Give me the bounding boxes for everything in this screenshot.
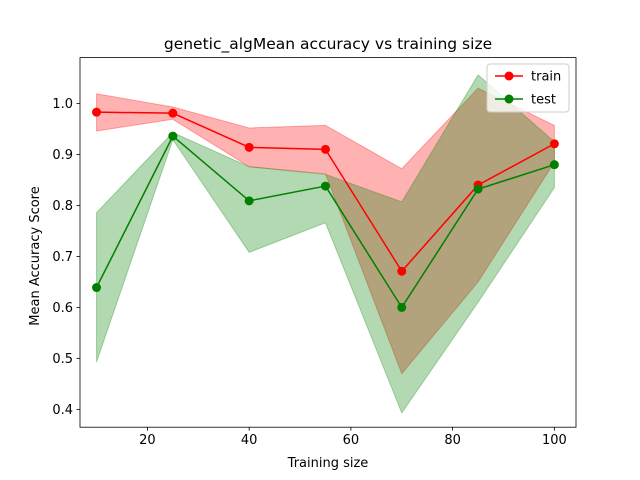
plot-frame [79,57,577,428]
data-point-test [473,184,483,194]
data-point-test [244,196,254,206]
data-point-test [549,160,559,170]
data-point-train [397,266,407,276]
x-tick-label: 20 [139,433,156,448]
confidence-band-test [96,74,555,414]
y-tick-label: 0.5 [52,352,73,367]
legend-label-test: test [531,93,556,108]
y-tick-label: 0.4 [52,403,73,418]
x-tick-label: 60 [343,433,360,448]
data-point-test [397,302,407,312]
data-point-train [549,139,559,149]
x-tick-label: 80 [444,433,461,448]
plot-area [92,74,559,414]
data-point-train [320,144,330,154]
legend-marker-train [504,71,514,81]
data-point-test [320,181,330,191]
data-point-test [92,283,102,293]
x-axis-label: Training size [287,456,369,471]
y-tick-label: 1.0 [52,97,73,112]
y-tick-label: 0.8 [52,199,73,214]
y-tick-label: 0.7 [52,250,73,265]
data-point-test [168,131,178,141]
y-tick-label: 0.9 [52,148,73,163]
x-tick-label: 100 [542,433,567,448]
y-tick-label: 0.6 [52,301,73,316]
y-axis-label: Mean Accuracy Score [28,186,43,325]
data-point-train [168,108,178,118]
legend-marker-test [504,94,514,104]
data-point-train [92,107,102,117]
legend-label-train: train [531,70,561,85]
x-tick-label: 40 [241,433,258,448]
chart-title: genetic_algMean accuracy vs training siz… [164,35,492,54]
data-point-train [244,142,254,152]
